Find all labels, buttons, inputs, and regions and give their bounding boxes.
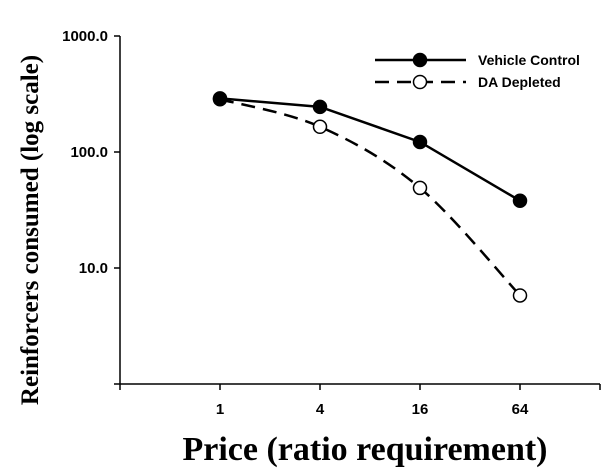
series-layer <box>212 91 528 303</box>
x-axis-title: Price (ratio requirement) <box>182 431 547 468</box>
legend-label: DA Depleted <box>478 74 561 90</box>
x-tick-label: 4 <box>316 401 325 418</box>
x-ticks: 1 4 16 64 <box>119 384 601 418</box>
legend: Vehicle Control DA Depleted <box>375 52 580 90</box>
y-tick-label: 10.0 <box>79 260 108 277</box>
legend-label: Vehicle Control <box>478 52 580 68</box>
legend-marker <box>412 52 428 68</box>
y-tick-label: 100.0 <box>70 144 108 161</box>
series-line-da-depleted <box>219 98 521 297</box>
data-point <box>312 119 328 135</box>
series-line-vehicle-control <box>219 97 521 202</box>
data-point <box>412 180 428 196</box>
x-tick-label: 64 <box>512 401 529 418</box>
data-point <box>212 91 228 106</box>
y-tick-label: 1000.0 <box>62 28 108 45</box>
y-ticks: 10.0 100.0 1000.0 <box>62 28 120 385</box>
data-point <box>512 193 528 208</box>
data-point <box>512 288 528 303</box>
data-point <box>412 134 428 150</box>
y-axis-title: Reinforcers consumed (log scale) <box>17 55 44 405</box>
data-point <box>312 99 328 115</box>
legend-marker <box>412 74 428 90</box>
x-tick-label: 1 <box>216 401 224 418</box>
x-tick-label: 16 <box>412 401 429 418</box>
